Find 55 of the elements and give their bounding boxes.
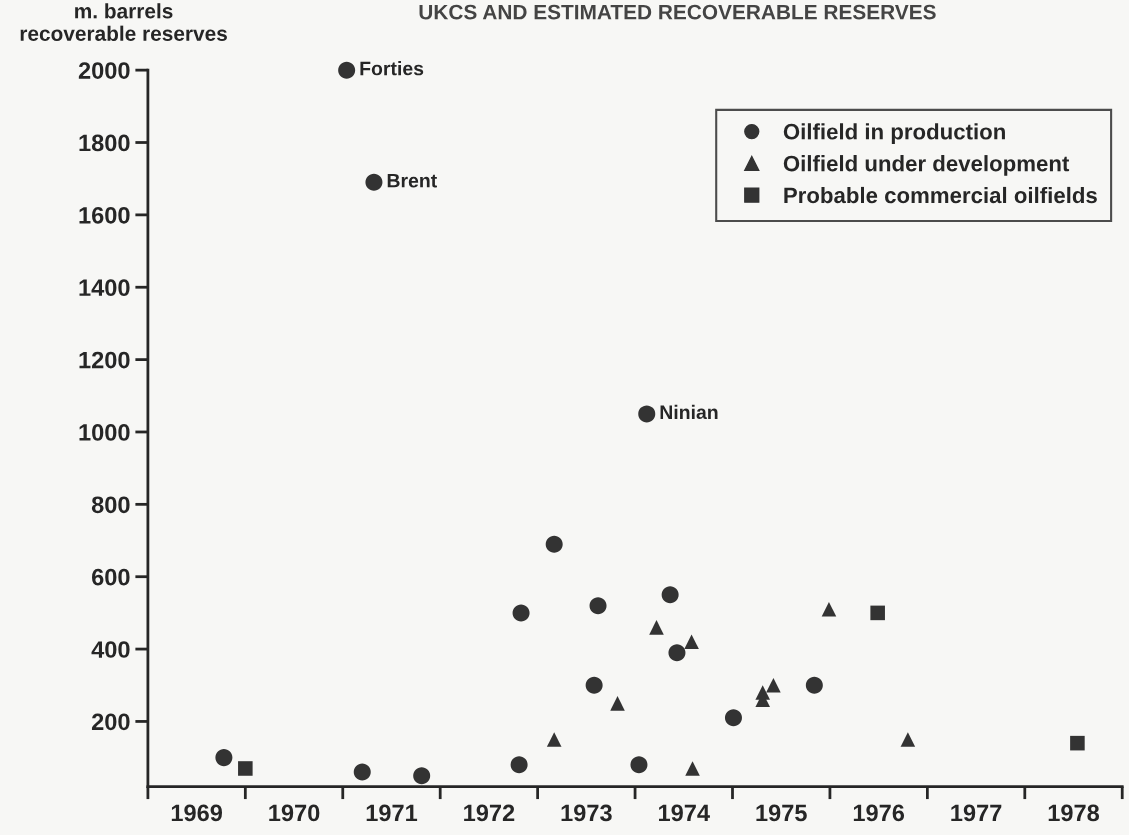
x-tick-label: 1976 <box>853 804 905 822</box>
point <box>630 756 648 774</box>
y-tick-label: 1000 <box>79 424 130 441</box>
x-tick-label: 1975 <box>756 804 807 822</box>
point <box>215 749 233 767</box>
annotation: Ninian <box>660 404 718 420</box>
y-tick-label: 1200 <box>79 351 130 369</box>
point <box>353 763 371 781</box>
x-tick-label: 1971 <box>366 804 418 822</box>
y-tick-label: 200 <box>91 713 130 731</box>
point <box>546 732 562 747</box>
point <box>649 620 664 635</box>
point <box>610 696 625 711</box>
legend-label: Oilfield under development <box>783 155 1070 176</box>
y-tick-label: 1400 <box>79 279 130 297</box>
y-tick-label: 2000 <box>78 62 130 79</box>
point <box>821 601 837 617</box>
y-tick-label: 1800 <box>79 134 130 152</box>
chart-title: UKCS AND ESTIMATED RECOVERABLE RESERVES <box>419 4 936 20</box>
y-tick-label: 800 <box>91 496 130 514</box>
point <box>413 767 431 785</box>
y-tick-label: 400 <box>91 641 130 658</box>
y-tick-label: 600 <box>92 568 130 586</box>
annotation: Forties <box>360 61 424 76</box>
annotation: Brent <box>387 173 437 188</box>
point <box>805 676 823 694</box>
point <box>900 732 916 747</box>
point <box>724 709 742 727</box>
x-tick-label: 1972 <box>464 804 515 822</box>
point <box>589 597 607 615</box>
point <box>668 644 686 662</box>
point <box>238 761 253 776</box>
point <box>338 61 356 79</box>
y-tick-label: 1600 <box>79 206 130 224</box>
point <box>512 604 530 622</box>
x-tick-label: 1974 <box>659 804 710 822</box>
x-tick-label: 1978 <box>1048 804 1100 822</box>
x-tick-label: 1969 <box>171 804 223 822</box>
point <box>510 756 528 774</box>
point <box>585 676 603 694</box>
point <box>684 634 699 650</box>
point <box>1070 735 1085 751</box>
x-tick-label: 1970 <box>269 804 320 822</box>
point <box>638 405 656 423</box>
legend-label: Oilfield in production <box>783 123 1005 144</box>
y-axis-title: m. barrels recoverable reserves <box>20 3 227 41</box>
point <box>661 586 679 604</box>
point <box>685 761 700 776</box>
x-tick-label: 1977 <box>951 804 1002 822</box>
point <box>766 677 781 693</box>
x-tick-label: 1973 <box>561 804 612 822</box>
point <box>870 605 885 621</box>
point <box>545 535 563 553</box>
point <box>365 173 383 191</box>
legend-label: Probable commercial oilfields <box>784 186 1097 204</box>
